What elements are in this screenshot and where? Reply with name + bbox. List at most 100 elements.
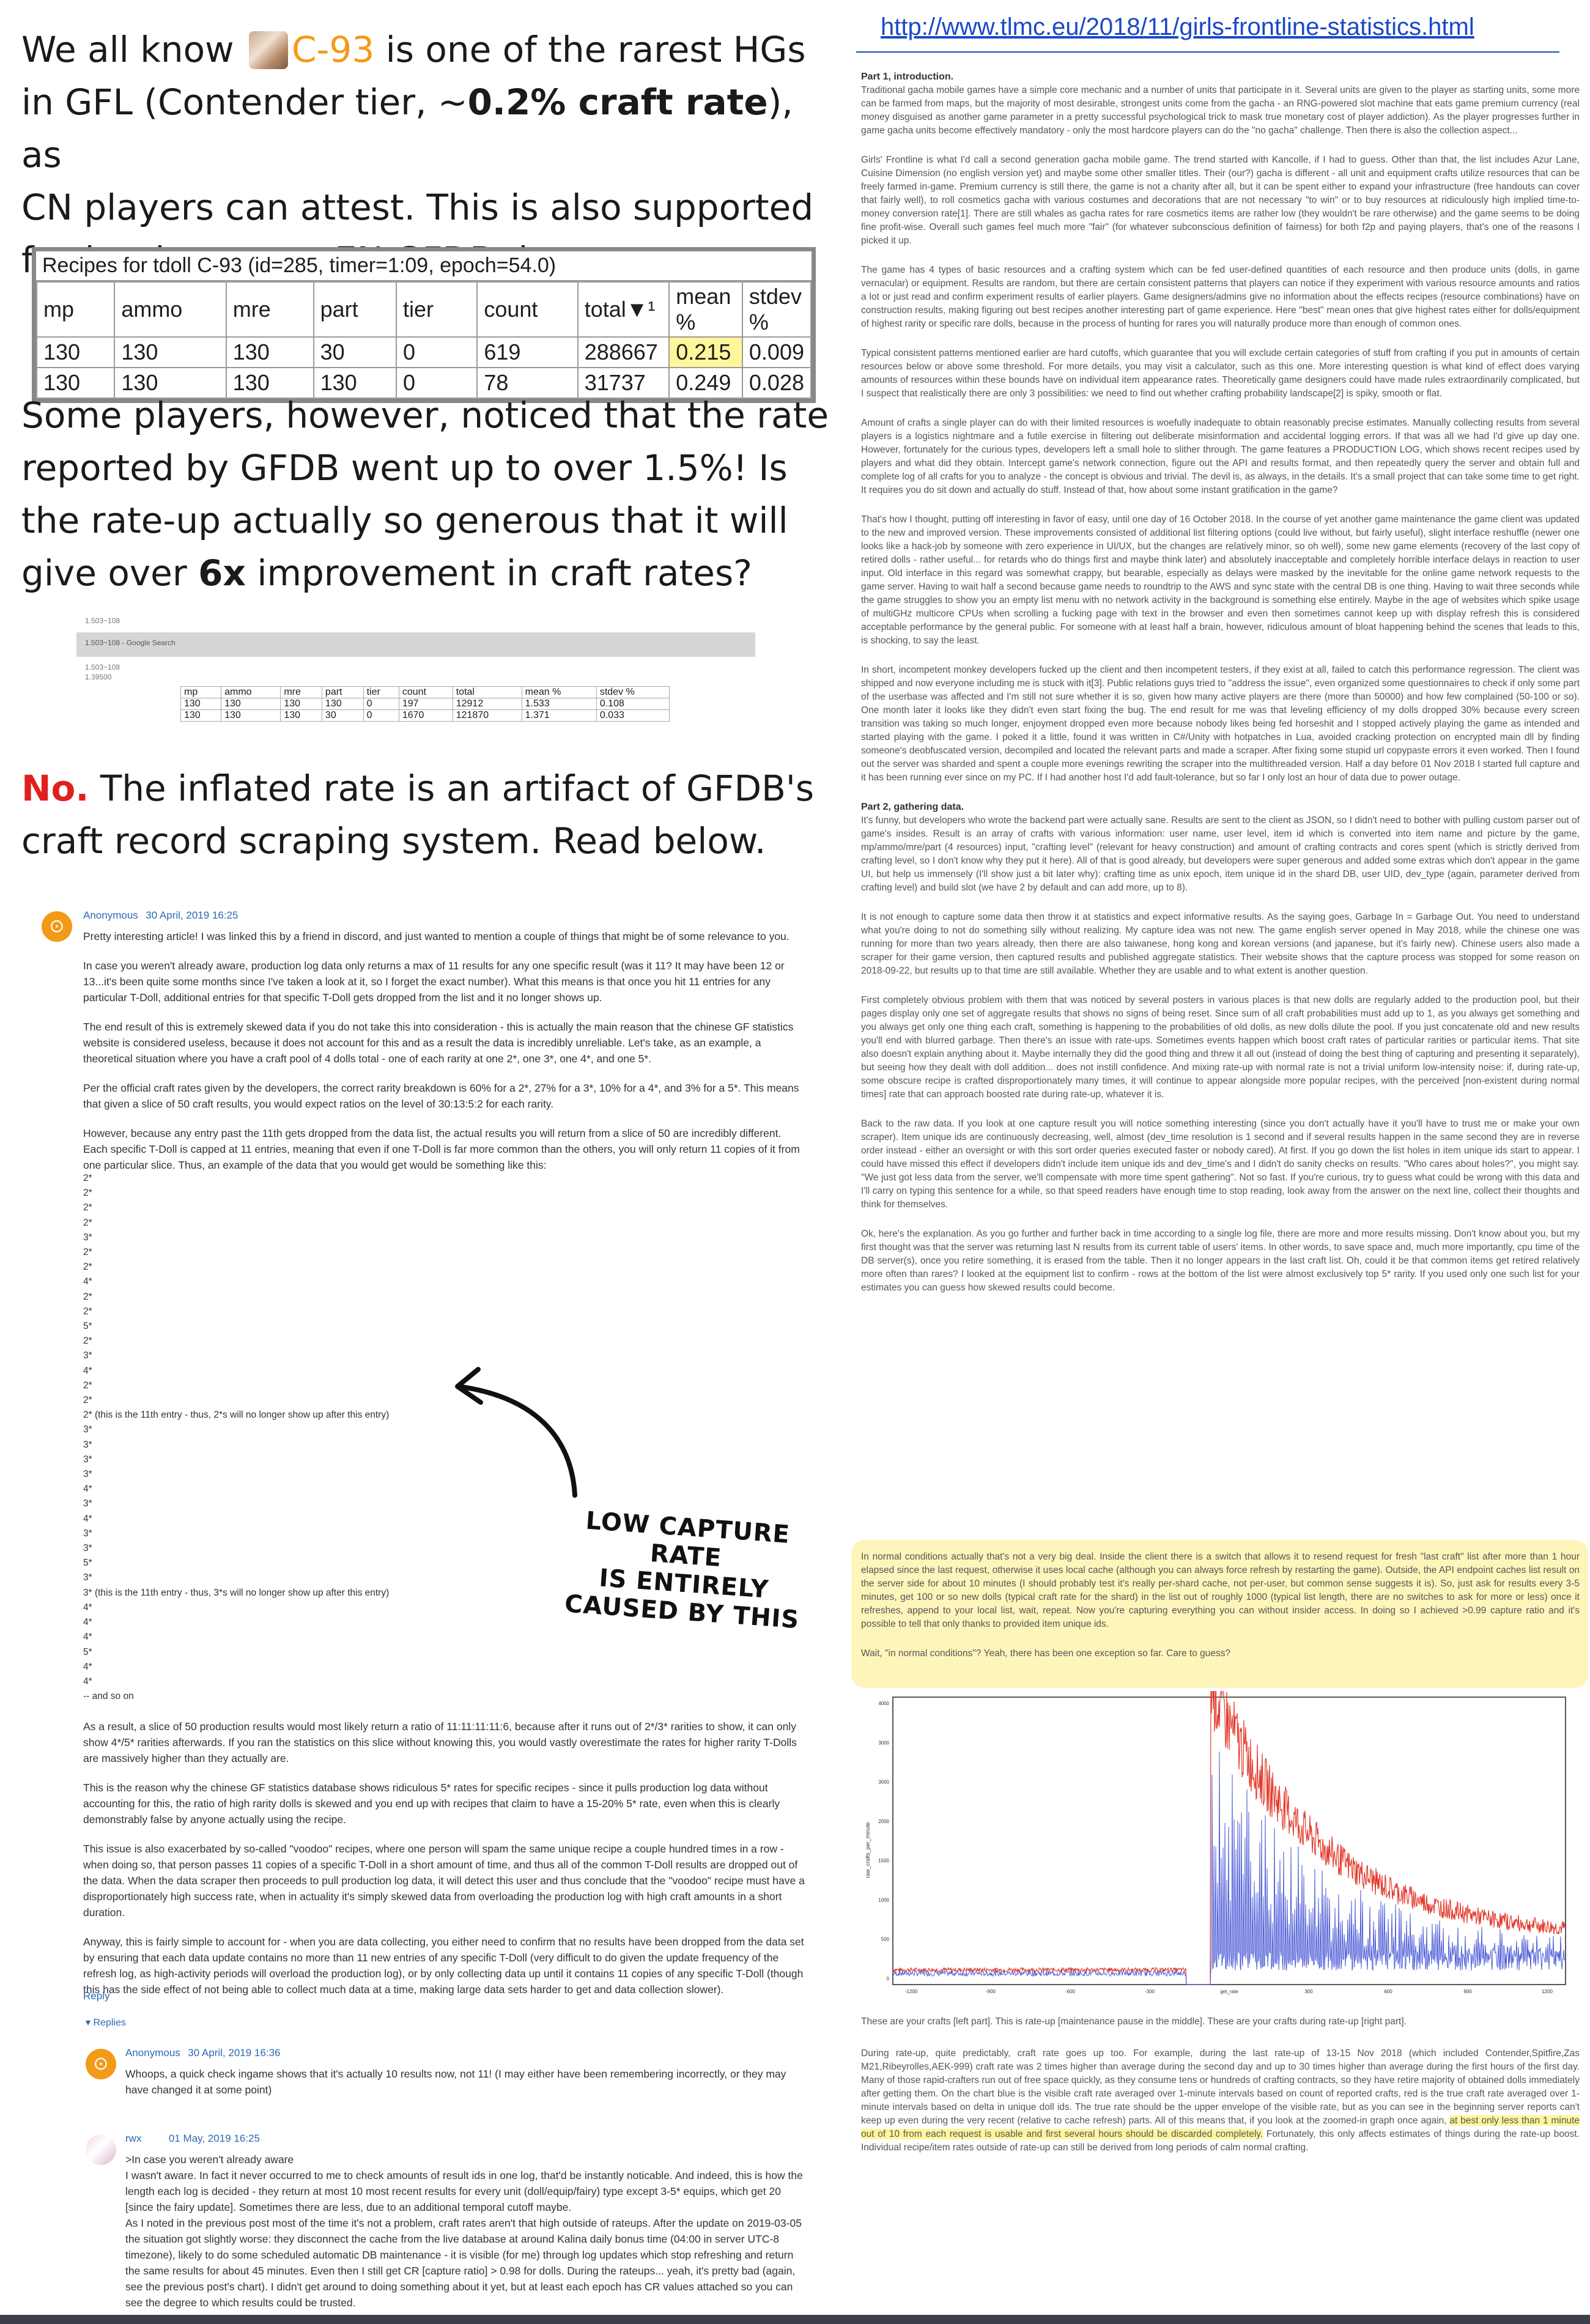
bottom-bar: [0, 2315, 1590, 2324]
source-url-link[interactable]: http://www.tlmc.eu/2018/11/girls-frontli…: [881, 13, 1474, 40]
craft-rate-bold: 0.2% craft rate: [467, 81, 768, 123]
article-paragraph: Wait, "in normal conditions"? Yeah, ther…: [861, 1648, 1231, 1659]
table-header-cell: count: [476, 281, 579, 338]
article-paragraph: It is not enough to capture some data th…: [861, 912, 1580, 976]
chart-caption: These are your crafts [left part]. This …: [861, 2016, 1407, 2027]
x-tick-label: 900: [1463, 1989, 1472, 1994]
list-item: 2*: [83, 1202, 92, 1213]
section-heading: Part 1, introduction.: [861, 72, 954, 82]
article-paragraph: First completely obvious problem with th…: [861, 995, 1580, 1100]
article-paragraph: It's funny, but developers who wrote the…: [861, 815, 1580, 893]
article-paragraph: Girls' Frontline is what I'd call a seco…: [861, 155, 1580, 246]
c93-avatar-icon: [248, 31, 288, 69]
comment-author[interactable]: Anonymous: [83, 909, 138, 921]
highlighted-mean-cell: 0.215: [668, 336, 743, 368]
table-header-cell[interactable]: total▼¹: [577, 281, 670, 338]
list-item: 3*: [83, 1439, 92, 1450]
recipe-table-header: mp ammo mre part tier count total▼¹ mean…: [35, 281, 812, 338]
table-cell: 1.371: [521, 709, 597, 722]
list-item: 5*: [83, 1558, 92, 1569]
comment-paragraph: Pretty interesting article! I was linked…: [83, 930, 789, 942]
table-row: 130 130 130 130 0 197 12912 1.533 0.108: [180, 698, 670, 710]
replies-toggle[interactable]: ▾ Replies: [86, 2018, 126, 2028]
comment-header: Anonymous 30 April, 2019 16:36: [125, 2047, 280, 2059]
comment-date[interactable]: 30 April, 2019 16:25: [146, 909, 239, 921]
list-item: 5*: [83, 1321, 92, 1332]
c93-name: C-93: [291, 29, 375, 70]
y-tick-label: 4000: [878, 1701, 889, 1706]
comment-header: Anonymous 30 April, 2019 16:25: [83, 909, 238, 922]
highlighted-box: [851, 1540, 1588, 1688]
table-cell: 130: [321, 698, 364, 710]
list-item: 5*: [83, 1646, 92, 1657]
intro-line-1: We all know C-93 is one of the rarest HG…: [21, 29, 806, 70]
table-cell: 619: [476, 336, 579, 368]
table-cell: 288667: [577, 336, 670, 368]
recipe-table: Recipes for tdoll C-93 (id=285, timer=1:…: [32, 247, 816, 403]
table-cell: 130: [225, 336, 314, 368]
table-header-cell: mre: [280, 686, 322, 698]
list-item: 3*: [83, 1498, 92, 1509]
gfdb-line: 1.503~108: [85, 616, 120, 625]
y-axis-label: raw_crafts_per_minute: [865, 1822, 871, 1878]
list-item: 3*: [83, 1232, 92, 1243]
list-item: 4*: [83, 1484, 92, 1495]
table-header-cell: mp: [35, 281, 116, 338]
intro-line-3: CN players can attest. This is also supp…: [21, 187, 814, 228]
table-header-cell: mp: [180, 686, 222, 698]
x-tick-label: get_rate: [1220, 1989, 1238, 1994]
x-tick-label: -600: [1065, 1989, 1076, 1994]
curved-arrow-icon: [455, 1367, 577, 1498]
table-header-cell: tier: [363, 686, 399, 698]
comment-date[interactable]: 30 April, 2019 16:36: [188, 2047, 281, 2059]
y-tick-label: 500: [881, 1937, 890, 1942]
reply-link[interactable]: Reply: [83, 1990, 110, 2002]
table-cell: 130: [280, 698, 322, 710]
table-cell: 30: [312, 336, 397, 368]
list-item: 3*: [83, 1350, 92, 1361]
second-paragraph: Some players, however, noticed that the …: [21, 389, 841, 599]
list-item: 2*: [83, 1247, 92, 1258]
article-paragraph: Amount of crafts a single player can do …: [861, 418, 1580, 495]
table-cell: 78: [476, 367, 579, 399]
article-paragraph: That's how I thought, putting off intere…: [861, 514, 1580, 646]
handwritten-annotation: LOW CAPTURE RATE IS ENTIRELY CAUSED BY T…: [559, 1505, 811, 1635]
blogger-avatar-icon: ⊙: [42, 911, 72, 942]
comment-author[interactable]: rwx: [125, 2133, 142, 2144]
table-cell: 0.009: [741, 336, 812, 368]
gfdb-search-bar[interactable]: 1.503~108 - Google Search: [76, 632, 755, 657]
table-cell: 0.108: [596, 698, 670, 710]
table-cell: 0: [395, 336, 478, 368]
list-item: 4*: [83, 1365, 92, 1376]
table-row: 130 130 130 30 0 1670 121870 1.371 0.033: [180, 709, 670, 722]
craft-rate-chart: 4000 3000 3000 2000 1500 1000 500 0 -1200 -900 -6…: [865, 1691, 1566, 1994]
para2-line-2: reported by GFDB went up to over 1.5%! I…: [21, 447, 788, 489]
table-row: 130 130 130 130 0 78 31737 0.249 0.028: [35, 367, 812, 399]
x-tick-label: 600: [1384, 1989, 1392, 1994]
comment-paragraph: In case you weren't already aware, produ…: [83, 960, 785, 1004]
true-craft-rate-line: [892, 1691, 1566, 1985]
table-cell: 130: [35, 336, 116, 368]
list-item: 3*: [83, 1454, 92, 1465]
table-row: 130 130 130 30 0 619 288667 0.215 0.009: [35, 336, 812, 368]
comment-author[interactable]: Anonymous: [125, 2047, 180, 2059]
comment-paragraph: However, because any entry past the 11th…: [83, 1127, 800, 1171]
article-paragraph: Typical consistent patterns mentioned ea…: [861, 348, 1580, 399]
table-cell: 0.249: [668, 367, 743, 399]
list-item: 3*: [83, 1572, 92, 1583]
table-cell: 130: [221, 698, 281, 710]
y-tick-label: 1000: [878, 1897, 889, 1903]
comment-header: rwx 01 May, 2019 16:25: [125, 2133, 260, 2145]
mini-table-header: mp ammo mre part tier count total mean %…: [180, 686, 670, 698]
list-item: 3*: [83, 1424, 92, 1435]
comment-date[interactable]: 01 May, 2019 16:25: [168, 2133, 260, 2144]
table-cell: 130: [225, 367, 314, 399]
table-header-cell: part: [321, 686, 364, 698]
y-tick-label: 2000: [878, 1819, 889, 1824]
gfdb-line: 1.503~108: [85, 663, 120, 672]
rarity-list: 2* 2* 2* 2* 3* 2* 2* 4* 2* 2* 5* 2* 3* 4* 2* 2* 2* (this…: [83, 1171, 511, 1704]
list-item: 2*: [83, 1291, 92, 1302]
gfdb-screenshot: 1.503~108 1.503~108 - Google Search 1.50…: [76, 612, 755, 734]
article-paragraph: In normal conditions actually that's not…: [861, 1552, 1580, 1629]
x-tick-label: 1200: [1542, 1989, 1553, 1994]
